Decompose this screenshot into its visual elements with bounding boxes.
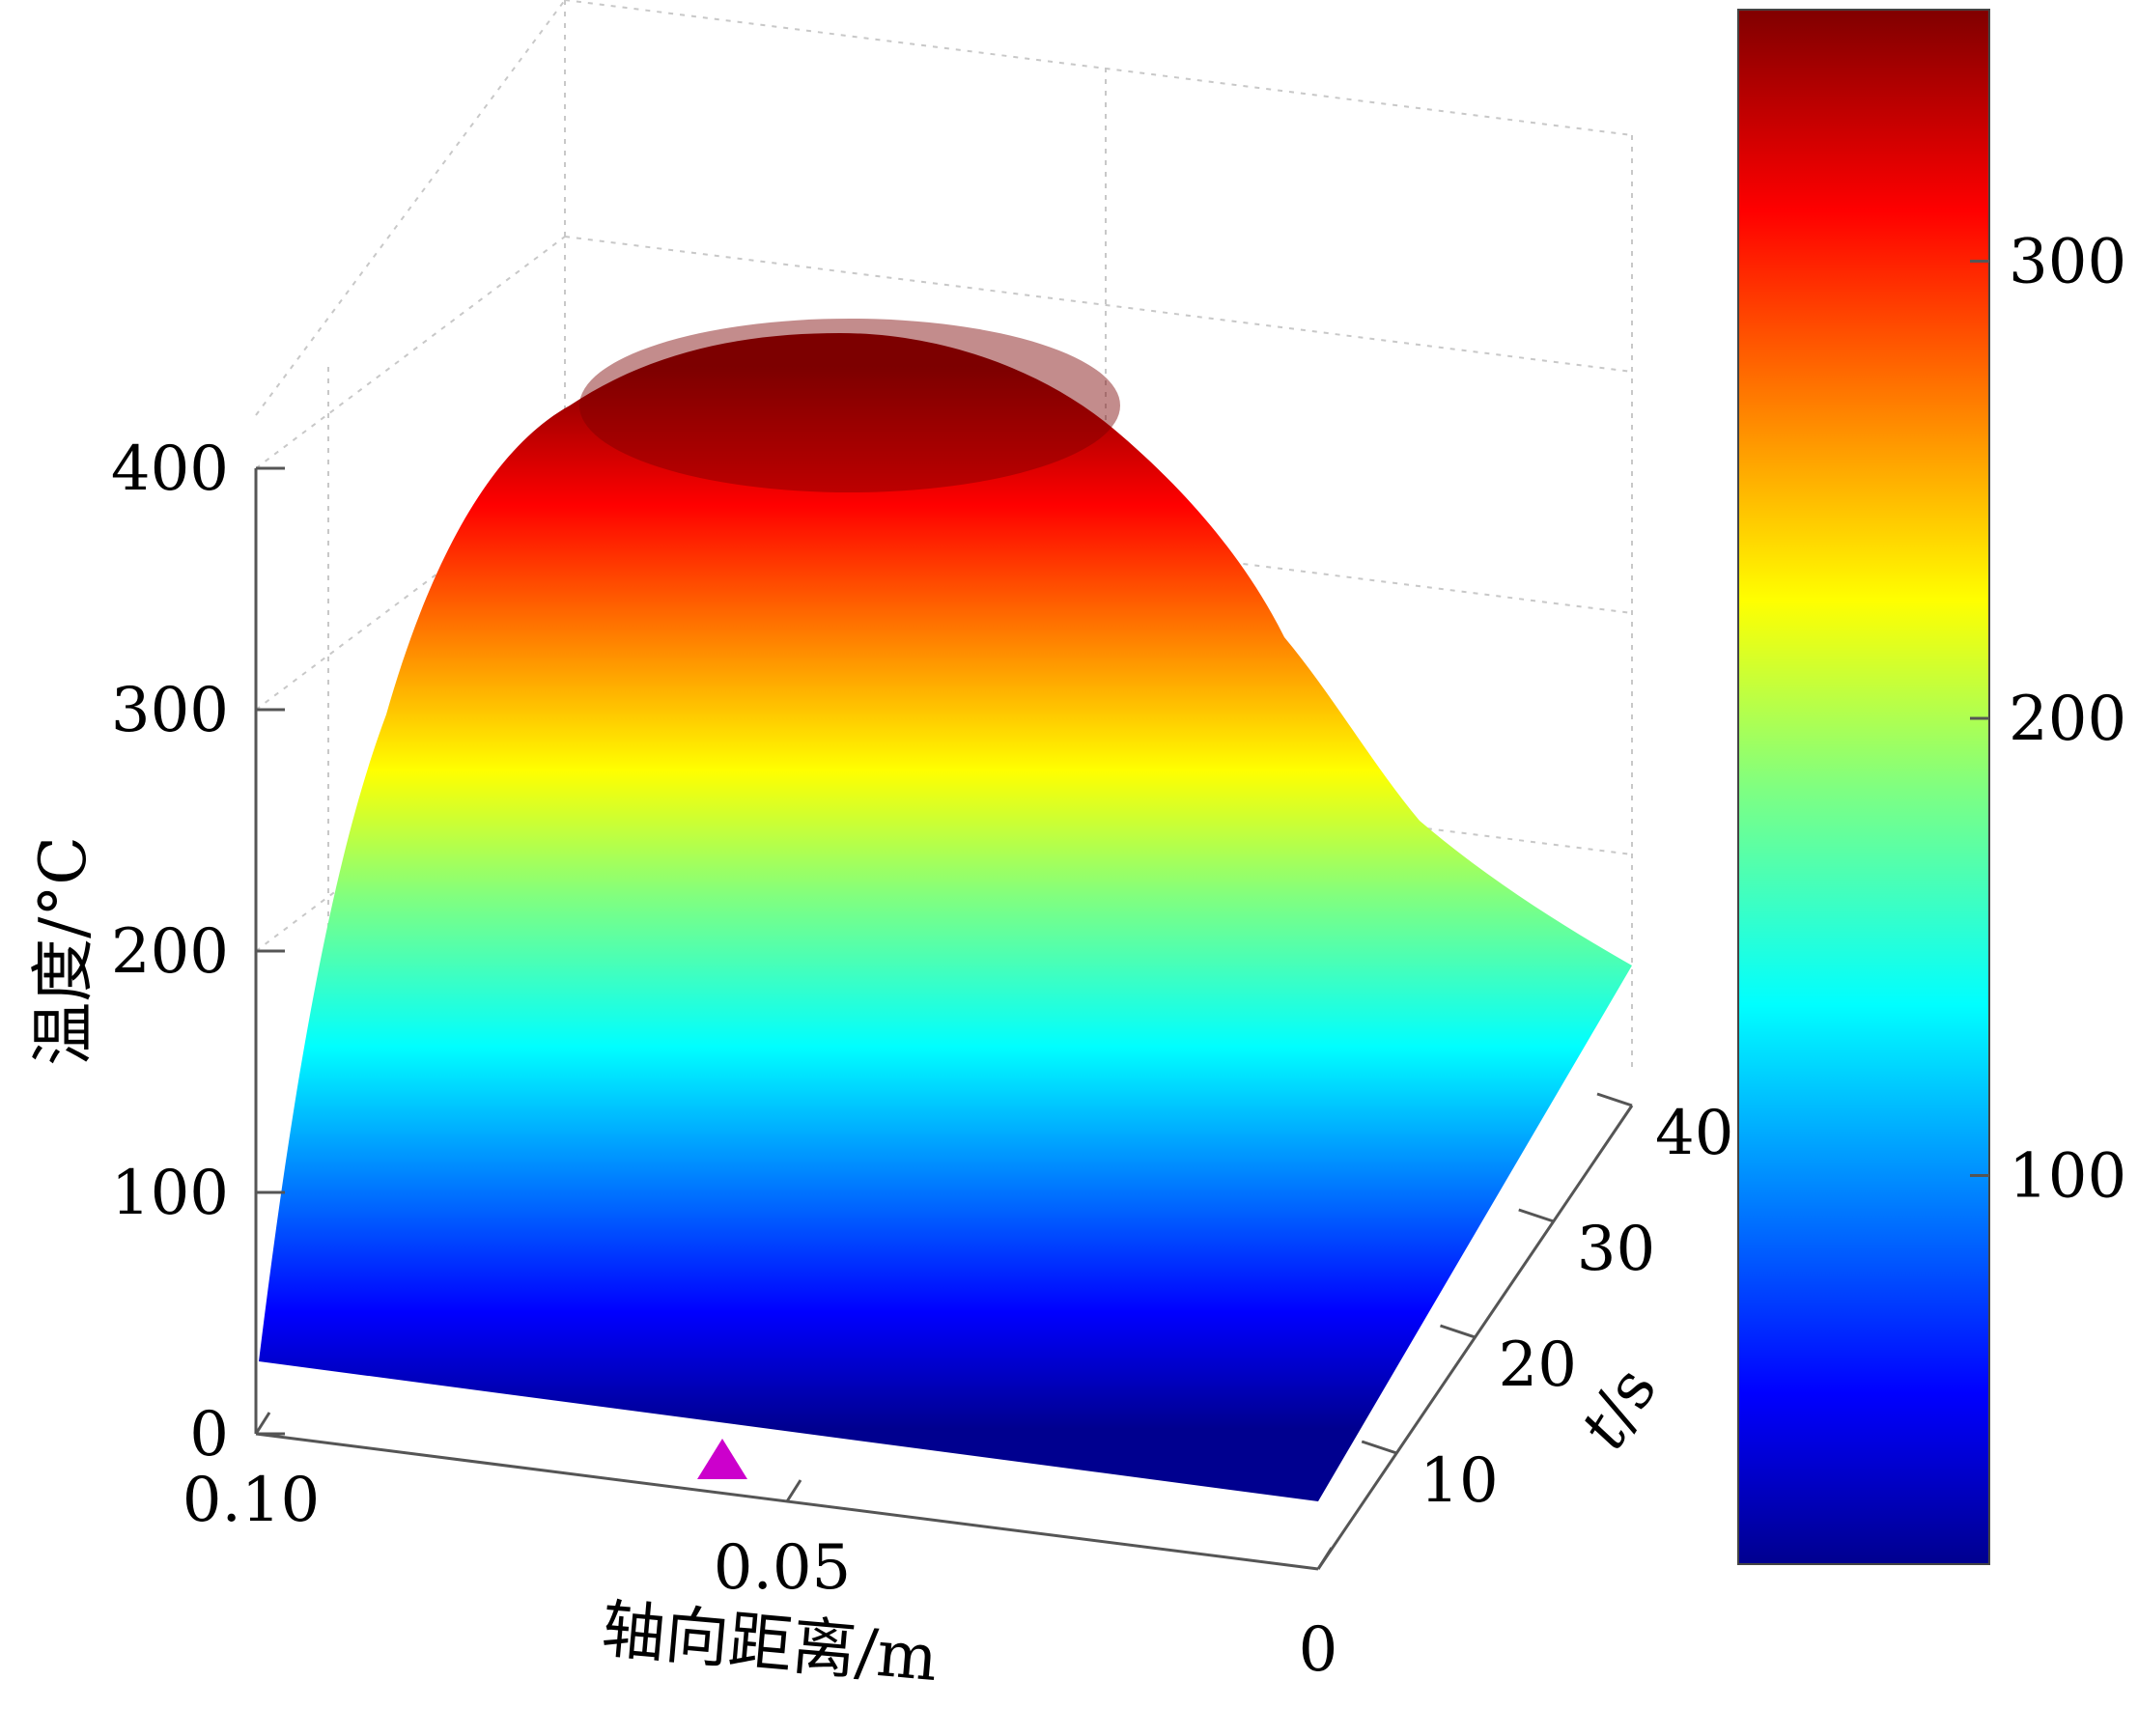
x-tick-label: 0 — [1299, 1614, 1338, 1686]
y-tick-mark — [1361, 1440, 1397, 1455]
grid-back-top — [564, 0, 1633, 136]
z-tick-label: 100 — [111, 1158, 229, 1229]
grid-back-400 — [564, 236, 1633, 373]
surface-mesh — [259, 333, 1632, 1501]
x-tick-label: 0.10 — [183, 1465, 321, 1536]
z-axis: 0 100 200 300 400 温度/°C — [26, 434, 285, 1470]
colorbar-tick-label: 300 — [2009, 226, 2126, 297]
grid-left-top — [255, 0, 566, 416]
surface-peak-shading — [579, 319, 1120, 492]
x-tick-label: 0.05 — [714, 1532, 852, 1604]
y-tick-label: 20 — [1499, 1330, 1577, 1401]
y-tick-label: 40 — [1655, 1098, 1733, 1169]
temperature-surface — [259, 319, 1632, 1501]
colorbar: 100 200 300 — [1737, 9, 2126, 1565]
y-tick-mark — [1518, 1208, 1555, 1223]
y-tick-label: 30 — [1577, 1214, 1655, 1285]
colorbar-gradient — [1738, 10, 1989, 1564]
y-tick-mark — [1596, 1092, 1633, 1107]
z-axis-title: 温度/°C — [26, 836, 100, 1066]
y-tick-mark — [1440, 1324, 1476, 1339]
grid-left-400 — [255, 236, 566, 469]
colorbar-border — [1737, 9, 1990, 1565]
x-tick-mark — [254, 1412, 271, 1435]
y-axis-title: t/s — [1565, 1355, 1671, 1462]
x-axis-title: 轴向距离/m — [599, 1592, 941, 1695]
colorbar-tick-label: 200 — [2009, 684, 2126, 755]
z-tick-group: 0 100 200 300 400 — [111, 434, 285, 1470]
triangle-marker — [697, 1439, 747, 1479]
z-tick-label: 300 — [111, 675, 229, 746]
colorbar-tick-group: 100 200 300 — [1970, 226, 2126, 1213]
x-tick-mark — [785, 1479, 802, 1502]
colorbar-tick-label: 100 — [2009, 1141, 2126, 1213]
x-tick-group: 0.10 0.05 0 — [183, 1412, 1338, 1686]
z-tick-label: 200 — [111, 916, 229, 988]
z-tick-label: 0 — [189, 1399, 229, 1470]
y-tick-label: 10 — [1420, 1445, 1498, 1517]
z-tick-label: 400 — [111, 434, 229, 505]
